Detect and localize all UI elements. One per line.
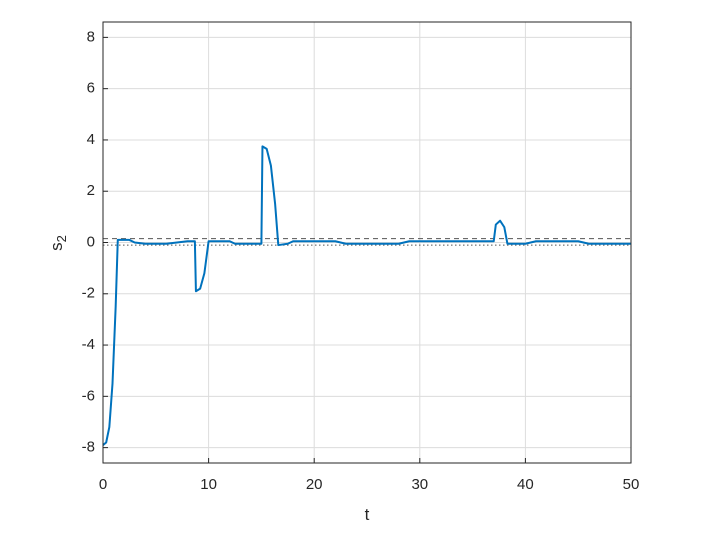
x-tick-label: 10 <box>200 476 217 493</box>
y-tick-label: 6 <box>87 80 95 97</box>
y-axis-label: s2 <box>47 235 69 251</box>
x-tick-label: 30 <box>411 476 428 493</box>
y-tick-label: 0 <box>87 233 95 250</box>
y-tick-label: -2 <box>82 285 95 302</box>
y-tick-label: -4 <box>82 336 95 353</box>
y-tick-label: 4 <box>87 131 95 148</box>
x-tick-label: 0 <box>99 476 107 493</box>
x-tick-label: 50 <box>623 476 640 493</box>
y-tick-label: -8 <box>82 439 95 456</box>
y-tick-label: 2 <box>87 182 95 199</box>
x-axis-label: t <box>365 505 370 524</box>
x-tick-label: 40 <box>517 476 534 493</box>
axes-box <box>102 21 632 464</box>
data-line <box>102 145 631 446</box>
y-tick-label: -6 <box>82 387 95 404</box>
y-tick-label: 8 <box>87 28 95 45</box>
y-label-text: s <box>47 242 66 251</box>
x-tick-label: 20 <box>306 476 323 493</box>
x-label-text: t <box>365 505 370 524</box>
y-label-subscript: 2 <box>54 235 69 242</box>
